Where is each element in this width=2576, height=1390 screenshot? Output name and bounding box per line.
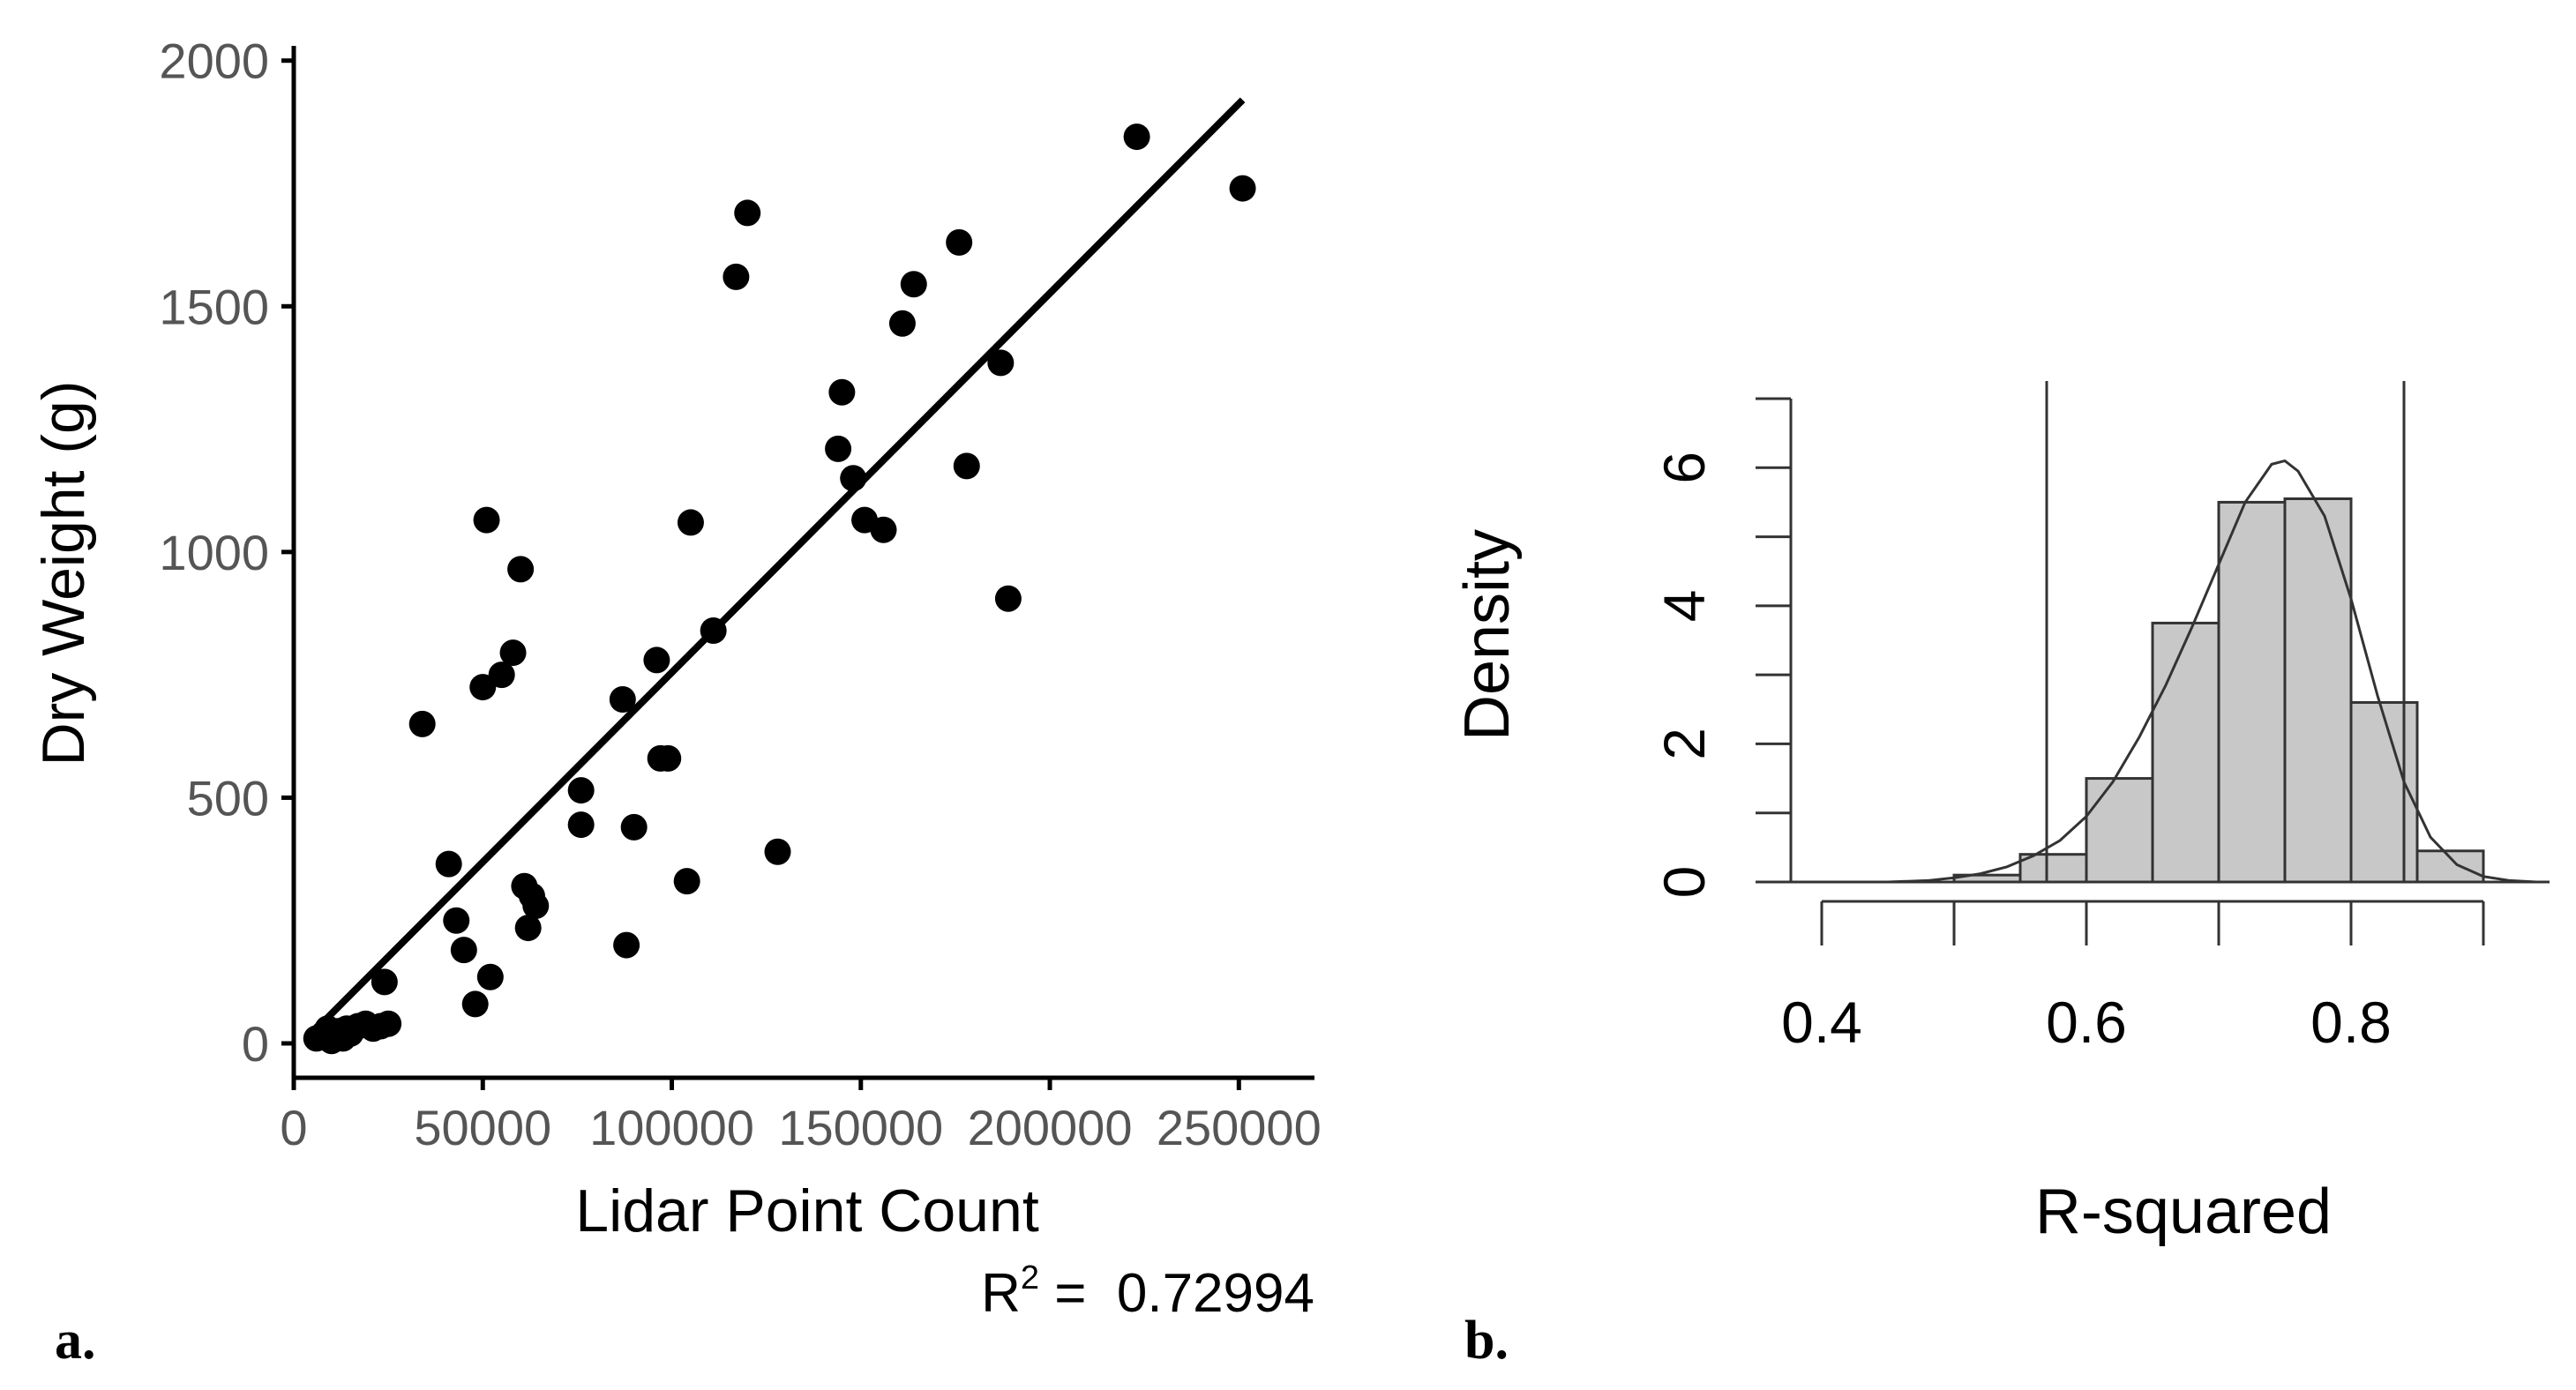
regression-line xyxy=(321,97,1246,1024)
y-ticks: 0 2 4 6 xyxy=(1651,397,1791,899)
data-point xyxy=(673,868,700,895)
data-point xyxy=(567,777,595,804)
histogram-bar xyxy=(2151,621,2220,884)
scatter-panel: 0 500 1000 1500 2000 0 50000 100000 150000 20000… xyxy=(30,34,1322,1371)
data-point xyxy=(723,263,750,290)
y-axis-label: Density xyxy=(1452,529,1523,741)
data-point xyxy=(953,452,980,480)
data-point xyxy=(900,271,927,298)
x-axis-label: Lidar Point Count xyxy=(575,1177,1039,1244)
data-point xyxy=(476,963,504,990)
data-point xyxy=(371,968,398,996)
y-axis-label: Dry Weight (g) xyxy=(30,380,97,766)
y-tick-label: 4 xyxy=(1651,589,1717,622)
x-tick-label: 100000 xyxy=(589,1100,754,1155)
data-point xyxy=(609,686,636,713)
y-tick-label: 2 xyxy=(1651,728,1717,760)
data-point xyxy=(888,310,916,337)
x-tick-label: 250000 xyxy=(1157,1100,1322,1155)
scatter-points xyxy=(303,123,1256,1055)
data-point xyxy=(1123,123,1150,151)
data-point xyxy=(825,435,852,462)
data-point xyxy=(613,931,640,959)
data-point xyxy=(514,915,542,942)
histogram-panel: 0 2 4 6 0.4 0.6 0.8 Density R-squared b. xyxy=(1452,381,2550,1371)
histogram-bar xyxy=(2085,777,2154,884)
data-point xyxy=(567,811,595,839)
data-point xyxy=(461,990,489,1018)
histogram-bar xyxy=(2415,849,2485,884)
histogram-bar xyxy=(2283,497,2353,884)
r-value: = 0.72994 xyxy=(1039,1263,1314,1324)
data-point xyxy=(946,228,973,256)
data-point xyxy=(435,850,462,878)
data-point xyxy=(488,661,515,689)
data-point xyxy=(408,710,436,737)
y-tick-label: 6 xyxy=(1651,452,1717,484)
y-tick-label: 2000 xyxy=(159,34,269,89)
panel-label-b: b. xyxy=(1464,1311,1509,1371)
x-ticks: 0 50000 100000 150000 200000 250000 xyxy=(280,1078,1322,1155)
data-point xyxy=(473,506,500,534)
density-curve xyxy=(1887,459,2537,884)
y-tick-label: 0 xyxy=(1651,866,1717,899)
y-tick-label: 1000 xyxy=(159,525,269,580)
data-point xyxy=(677,509,704,536)
data-point xyxy=(443,907,470,934)
data-point xyxy=(734,199,761,227)
reference-lines xyxy=(2045,381,2406,882)
data-point xyxy=(620,813,648,841)
data-point xyxy=(870,516,897,543)
y-tick-label: 1500 xyxy=(159,279,269,334)
x-ticks: 0.4 0.6 0.8 xyxy=(1781,901,2485,1055)
x-tick-label: 50000 xyxy=(414,1100,551,1155)
histogram-bar xyxy=(2349,700,2419,884)
data-point xyxy=(643,646,670,674)
r-label: R xyxy=(981,1263,1021,1324)
data-point xyxy=(375,1010,402,1037)
data-point xyxy=(1229,175,1256,202)
x-tick-label: 0.6 xyxy=(2046,990,2127,1055)
data-point xyxy=(828,378,856,406)
data-point xyxy=(450,937,477,964)
data-point xyxy=(764,838,791,865)
x-tick-label: 200000 xyxy=(968,1100,1133,1155)
x-tick-label: 0.4 xyxy=(1781,990,1862,1055)
data-point xyxy=(507,556,535,583)
x-tick-label: 0 xyxy=(280,1100,307,1155)
data-point xyxy=(518,882,545,909)
x-tick-label: 0.8 xyxy=(2310,990,2392,1055)
r-squared-annotation: R2 = 0.72994 xyxy=(981,1259,1314,1324)
data-point xyxy=(987,349,1015,377)
data-point xyxy=(994,585,1022,612)
data-point xyxy=(469,674,497,701)
x-axis-label: R-squared xyxy=(2035,1177,2332,1247)
x-tick-label: 150000 xyxy=(778,1100,943,1155)
r-superscript: 2 xyxy=(1021,1259,1039,1297)
y-tick-label: 0 xyxy=(242,1016,269,1072)
panel-label-a: a. xyxy=(55,1311,96,1371)
y-tick-label: 500 xyxy=(187,770,269,826)
data-point xyxy=(499,639,527,667)
data-point xyxy=(655,744,682,772)
y-ticks: 0 500 1000 1500 2000 xyxy=(159,34,294,1072)
histogram-bar xyxy=(2217,500,2287,884)
